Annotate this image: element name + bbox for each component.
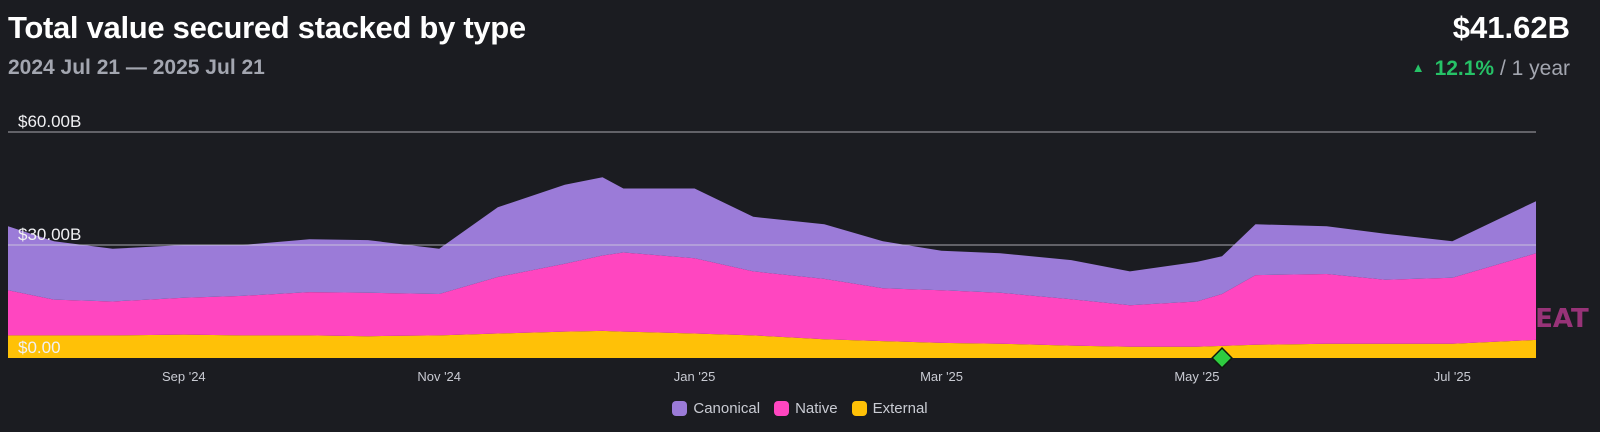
- x-tick-label: Nov '24: [417, 369, 461, 384]
- area-canonical: [8, 177, 1536, 306]
- change-value: 12.1%: [1434, 57, 1495, 80]
- legend-item-canonical[interactable]: Canonical: [672, 400, 760, 417]
- change-period: / 1 year: [1499, 57, 1570, 80]
- x-tick-label: Jan '25: [674, 369, 716, 384]
- legend-item-native[interactable]: Native: [774, 400, 838, 417]
- x-tick-label: May '25: [1174, 369, 1219, 384]
- change-summary: ▲ 12.1% / 1 year: [1412, 57, 1570, 81]
- highlight-marker: [1211, 347, 1233, 369]
- legend-label-external: External: [872, 400, 928, 417]
- x-tick-label: Mar '25: [920, 369, 963, 384]
- y-tick-label: $0.00: [18, 338, 61, 357]
- legend-item-external[interactable]: External: [851, 400, 928, 417]
- total-value: $41.62B: [1452, 10, 1570, 45]
- legend-swatch-external: [851, 401, 867, 416]
- y-tick-label: $60.00B: [18, 112, 81, 131]
- chart-legend: Canonical Native External: [0, 400, 1600, 417]
- legend-swatch-canonical: [672, 401, 688, 416]
- legend-label-canonical: Canonical: [693, 400, 761, 417]
- chart-title: Total value secured stacked by type: [8, 10, 526, 45]
- legend-swatch-native: [774, 401, 790, 416]
- trend-up-icon: ▲: [1411, 60, 1425, 75]
- y-tick-label: $30.00B: [18, 225, 81, 244]
- area-external: [8, 330, 1536, 358]
- area-native: [8, 252, 1536, 347]
- x-tick-label: Jul '25: [1434, 369, 1471, 384]
- legend-label-native: Native: [795, 400, 838, 417]
- date-range: 2024 Jul 21 — 2025 Jul 21: [8, 56, 265, 79]
- x-tick-label: Sep '24: [162, 369, 206, 384]
